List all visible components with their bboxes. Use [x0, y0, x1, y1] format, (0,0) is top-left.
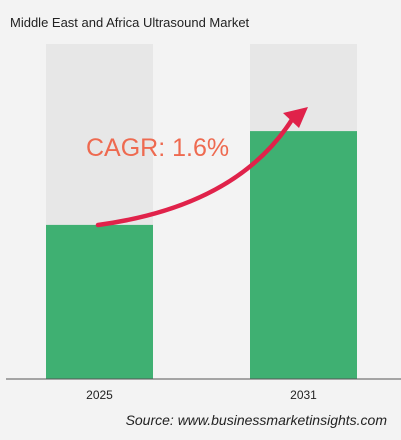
source-text: Source: www.businessmarketinsights.com: [125, 412, 387, 428]
x-tick-labels: 2025 2031: [86, 388, 317, 402]
cagr-arrow-curve: [95, 115, 296, 228]
upward-curved-arrow-icon: [95, 107, 308, 228]
bar-2025: [46, 224, 153, 379]
cagr-annotation: CAGR: 1.6%: [86, 134, 230, 162]
x-tick-label-2025: 2025: [86, 388, 113, 402]
cagr-arrow-head: [283, 107, 308, 128]
x-tick-label-2031: 2031: [290, 388, 317, 402]
bar-group: [46, 131, 357, 379]
bar-2031: [250, 131, 357, 379]
chart-title: Middle East and Africa Ultrasound Market: [10, 15, 250, 30]
